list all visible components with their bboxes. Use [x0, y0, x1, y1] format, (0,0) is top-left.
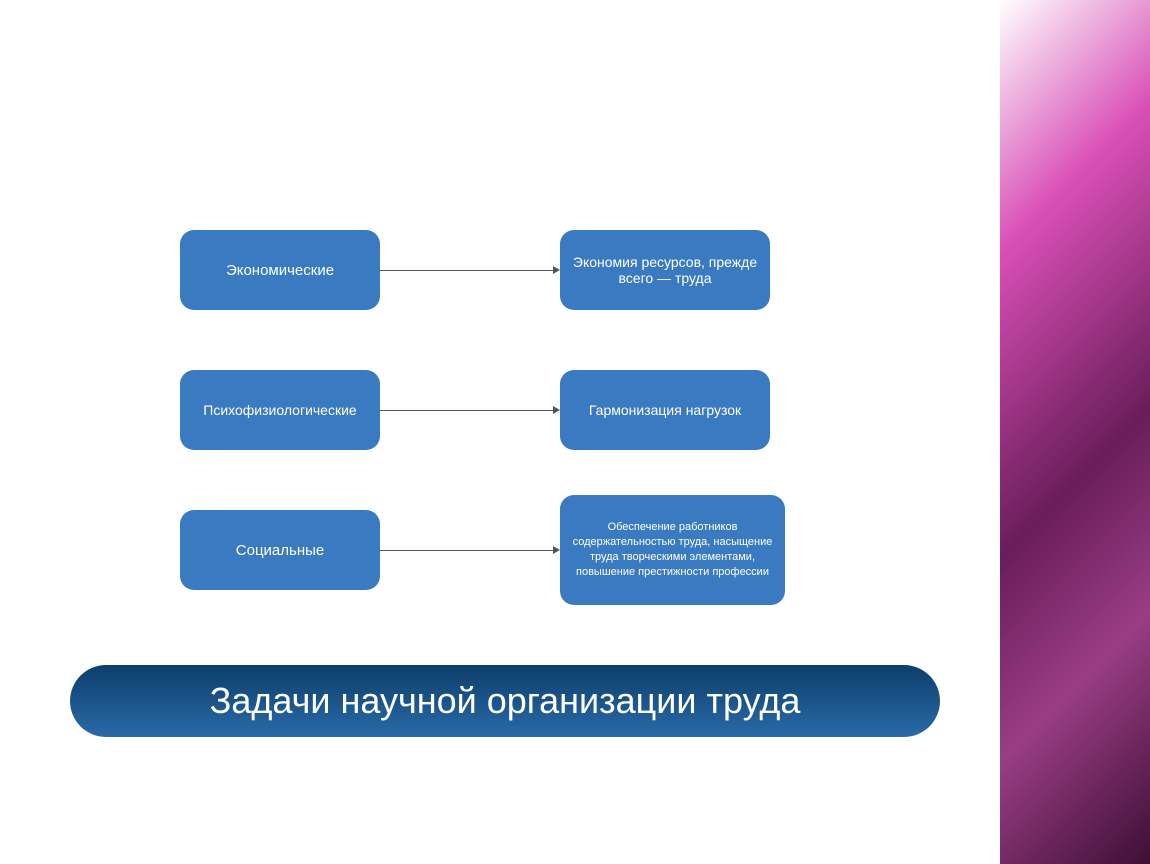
- title-bar: Задачи научной организации труда: [70, 665, 940, 737]
- node-label: Гармонизация нагрузок: [589, 402, 741, 418]
- edge-3-head: [553, 546, 560, 554]
- edge-2-head: [553, 406, 560, 414]
- node-label: Социальные: [236, 542, 324, 559]
- diagram-area: Экономические Экономия ресурсов, прежде …: [0, 0, 1000, 864]
- title-label: Задачи научной организации труда: [210, 680, 801, 722]
- node-economic: Экономические: [180, 230, 380, 310]
- edge-1-head: [553, 266, 560, 274]
- edge-2: [380, 410, 553, 411]
- node-social: Социальные: [180, 510, 380, 590]
- node-label: Психофизиологические: [203, 402, 356, 418]
- node-harmonization: Гармонизация нагрузок: [560, 370, 770, 450]
- node-label: Экономия ресурсов, прежде всего — труда: [568, 254, 762, 286]
- slide: Экономические Экономия ресурсов, прежде …: [0, 0, 1150, 864]
- right-gradient-stripe: [1000, 0, 1150, 864]
- node-label: Обеспечение работников содержательностью…: [568, 520, 777, 579]
- node-resource-saving: Экономия ресурсов, прежде всего — труда: [560, 230, 770, 310]
- node-psychophysiological: Психофизиологические: [180, 370, 380, 450]
- node-worker-content: Обеспечение работников содержательностью…: [560, 495, 785, 605]
- node-label: Экономические: [226, 262, 334, 279]
- edge-1: [380, 270, 553, 271]
- edge-3: [380, 550, 553, 551]
